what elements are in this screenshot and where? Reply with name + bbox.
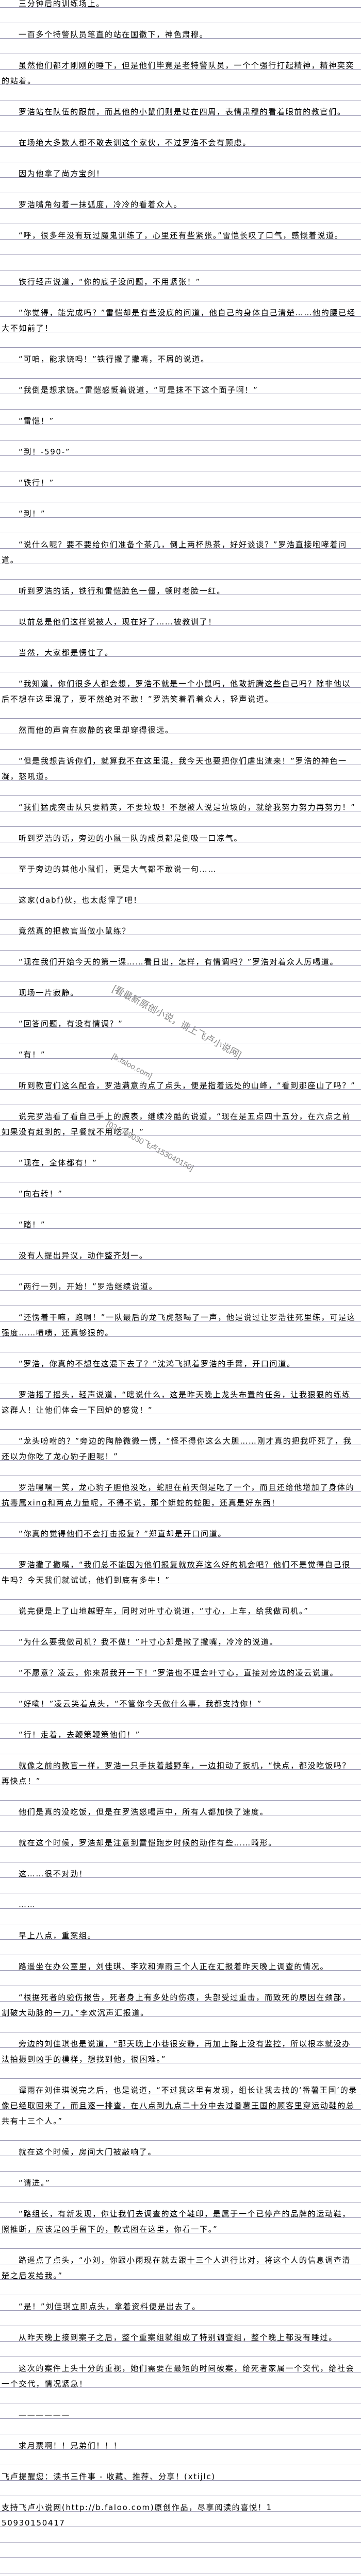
paragraph: 听到罗浩的话，旁边的小鼠一队的成员都是倒吸一口凉气。 xyxy=(19,834,243,843)
paragraph: 听到罗浩的话，铁行和雷恺脸色一僵，顿时老脸一红。 xyxy=(19,586,225,596)
paragraph: “路组长，有新发现，你让我们去调查的这个鞋印，是属于一个已停产的品牌的运动鞋，照… xyxy=(2,2209,351,2234)
paragraph: “铁行！” xyxy=(19,478,55,487)
paragraph: “我们猛虎突击队只要精英，不要垃圾！不想被人说是垃圾的，就给我努力努力再努力！” xyxy=(19,803,356,812)
paragraph-list: 三分钟后的训练场上。一百多个特警队员笔直的站在国徽下，神色肃穆。虽然他们都才刚刚… xyxy=(2,0,357,2453)
paragraph: “你真的觉得他们不会打击报复？”郑直却是开口问道。 xyxy=(19,1529,227,1538)
paragraph: 就在这个时候，罗浩却是注意到雷恺跑步时候的动作有些……畸形。 xyxy=(19,1838,277,1848)
paragraph: 从昨天晚上接到案子之后，整个重案组就组成了特别调查组，整个晚上都没有睡过。 xyxy=(19,2333,337,2342)
paragraph: “可咱，能求饶吗！”铁行撇了撇嘴，不屑的说道。 xyxy=(19,354,209,364)
paragraph: 虽然他们都才刚刚的睡下，但是他们毕竟是老特警队员，一个个强行打起精神，精神奕奕的… xyxy=(2,61,355,86)
footer-reminder: 飞卢提醒您：读书三件事 - 收藏、推荐、分享！(xtijlc) xyxy=(2,2472,216,2481)
paragraph: “现在我们开始今天的第一课……看日出，怎样，有情调吗？”罗浩对着众人厉喝道。 xyxy=(19,957,339,967)
paragraph: “根据死者的验伤报告，死者身上有多处的伤痕，头部受过重击，而致死的原因在颈部，割… xyxy=(2,1993,351,2018)
paragraph: 至于旁边的其他小鼠们，更是大气都不敢说一句…… xyxy=(19,865,217,874)
paragraph: “向右转！” xyxy=(19,1189,63,1198)
chapter-text: 三分钟后的训练场上。一百多个特警队员笔直的站在国徽下，神色肃穆。虽然他们都才刚刚… xyxy=(2,0,357,2546)
paragraph: “请进。” xyxy=(19,2178,51,2188)
paragraph: “你觉得，能完成吗？”雷恺却是有些没底的问道，他自己的身体自己清楚……他的腰已经… xyxy=(2,308,356,333)
paragraph: 这次的案件上头十分的重视，她们需要在最短的时间破案，给死者家属一个交代，给社会一… xyxy=(2,2364,355,2388)
paragraph: 竟然真的把教官当做小鼠练？ xyxy=(19,926,131,936)
paragraph: 他们是真的没吃饭，但是在罗浩怒喝声中，所有人都加快了速度。 xyxy=(19,1807,269,1817)
paragraph: 罗浩摇了摇头，轻声说道，“瞎说什么，这是昨天晚上龙头布置的任务，让我狠狠的练练这… xyxy=(2,1390,351,1415)
paragraph: 这……很不对劲！ xyxy=(19,1869,88,1878)
paragraph: “不愿意？凌云，你来帮我开一下！”罗浩也不理会叶寸心，直接对旁边的凌云说道。 xyxy=(19,1668,339,1677)
paragraph: “到！-590-” xyxy=(19,447,71,456)
paragraph: “我知道，你们很多人都会想，罗浩不就是一个小鼠吗，他敢折腾这些自己吗？除非他以后… xyxy=(2,679,351,704)
paragraph: 就像之前的教官一样，罗浩一只手扶着越野车，一边扣动了扳机，“快点，都没吃饭吗？再… xyxy=(2,1761,351,1786)
paragraph: 路遥点了点头，“小刘，你跟小雨现在就去跟十三个人进行比对，将这个人的信息调查清楚… xyxy=(2,2256,351,2280)
paragraph: “回答问题，有没有情调？” xyxy=(19,1019,123,1028)
paragraph: 罗浩嘴角勾着一抹弧度，冷冷的看着众人。 xyxy=(19,200,183,209)
paragraph: 三分钟后的训练场上。 xyxy=(19,0,105,8)
paragraph: “有！” xyxy=(19,1050,46,1059)
paragraph: “雷恺！” xyxy=(19,416,55,426)
paragraph: “两行一列，开始！”罗浩继续说道。 xyxy=(19,1282,158,1291)
paragraph: “行！走着，去鞭策鞭策他们！” xyxy=(19,1730,141,1739)
paragraph: 罗浩站在队伍的跟前，而其他的小鼠们则是站在四周，表情肃穆的看着眼前的教官们。 xyxy=(19,107,346,116)
paragraph: “说什么呢？要不要给你们准备个茶几，倒上两杯热茶，好好谈谈？”罗浩直接咆哮着问道… xyxy=(2,540,347,565)
paragraph: 就在这个时候，房间大门被敲响了。 xyxy=(19,2147,157,2157)
paragraph: 在场绝大多数人都不敢去训这个家伙，不过罗浩不会有顾虑。 xyxy=(19,138,251,147)
footer-code: 50930150417 xyxy=(2,2518,65,2528)
paragraph: 听到教官们这么配合，罗浩满意的点了点头，便是指着远处的山峰，“看到那座山了吗？” xyxy=(19,1081,356,1090)
paragraph: 旁边的刘佳琪也是说道，“那天晚上小巷很安静，再加上路上没有监控，所以根本就没办法… xyxy=(2,2039,351,2064)
paragraph: 罗浩嘿嘿一笑，龙心豹子胆他没吃，蛇胆在前天倒是吃了一个，而且还给他增加了身体的抗… xyxy=(2,1483,355,1507)
paragraph: 说完罗浩看了看自己手上的腕表，继续冷酷的说道，“现在是五点四十五分，在六点之前如… xyxy=(2,1112,351,1137)
paragraph: 罗浩撇了撇嘴，“我们总不能因为他们报复就放弃这么好的机会吧？他们不是觉得自己很牛… xyxy=(2,1560,351,1585)
paragraph: 求月票啊！！兄弟们！！！ xyxy=(19,2441,122,2450)
paragraph: 早上八点，重案组。 xyxy=(19,1931,96,1940)
paragraph: “我倒是想求饶。”雷恺感慨着说道，“可是抹不下这个面子啊！” xyxy=(19,385,258,395)
paragraph: 铁行轻声说道，“你的底子没问题，不用紧张！” xyxy=(19,277,201,286)
paragraph: 没有人提出异议，动作整齐划一。 xyxy=(19,1251,148,1260)
paragraph: “现在，全体都有！” xyxy=(19,1158,97,1167)
paragraph: “踏！” xyxy=(19,1220,46,1229)
paragraph: 谭雨在刘佳琪说完之后，也是说道，“不过我这里有发现，组长让我去找的‘番薯王国’的… xyxy=(2,2086,358,2126)
paragraph: “呼，很多年没有玩过魔鬼训练了，心里还有些紧张。”雷恺长叹了口气，感慨着说道。 xyxy=(19,231,343,240)
paragraph: 这家(dabf)伙，也太彪悍了吧！ xyxy=(19,895,142,905)
paragraph: “是！”刘佳琪立即点头，拿着资料便是出去了。 xyxy=(19,2302,201,2311)
footer-support: 支持飞卢小说网(http://b.faloo.com)原创作品，尽享阅读的喜悦！… xyxy=(2,2503,272,2512)
paragraph: 然而他的声音在寂静的夜里却穿得很远。 xyxy=(19,725,174,735)
paragraph: 一百多个特警队员笔直的站在国徽下，神色肃穆。 xyxy=(19,30,208,39)
paragraph: “还愣着干嘛，跑啊！”一队最后的龙飞虎怒喝了一声，他是说过让罗浩往死里练，可是这… xyxy=(2,1313,356,1337)
paragraph: 现场一片寂静。 xyxy=(19,988,79,997)
paragraph: 以前总是他们这样说被人，现在好了……被教训了！ xyxy=(19,617,217,626)
paragraph: —————— xyxy=(19,2410,71,2419)
paragraph: “到！” xyxy=(19,509,46,518)
paragraph: “龙头吩咐的？”旁边的陶静微微一愣，“怪不得你这么大胆……刚才真的把我吓死了，我… xyxy=(2,1436,352,1461)
paragraph: “为什么要我做司机？我不做！”叶寸心却是撇了撇嘴，冷冷的说道。 xyxy=(19,1637,278,1647)
paragraph: “好嘞！”凌云笑着点头，“不管你今天做什么事，我都支持你！” xyxy=(19,1699,262,1708)
paragraph: …… xyxy=(19,1900,36,1909)
paragraph: 因为他拿了尚方宝剑！ xyxy=(19,169,105,178)
paragraph: 说完便是上了山地越野车，同时对叶寸心说道，“寸心，上车，给我做司机。” xyxy=(19,1606,309,1616)
paragraph: 当然，大家都是愣住了。 xyxy=(19,648,113,657)
paragraph: “但是我想告诉你们，就算我不在这里混，我今天也要把你们虐出渣来！”罗浩的神色一凝… xyxy=(2,756,347,781)
paragraph: “罗浩，你真的不想在这混下去了？”沈鸿飞抓着罗浩的手臂，开口问道。 xyxy=(19,1359,296,1368)
paragraph: 路遥坐在办公室里，刘佳琪、李欢和谭雨三个人正在汇报着昨天晚上调查的情况。 xyxy=(19,1962,329,1971)
